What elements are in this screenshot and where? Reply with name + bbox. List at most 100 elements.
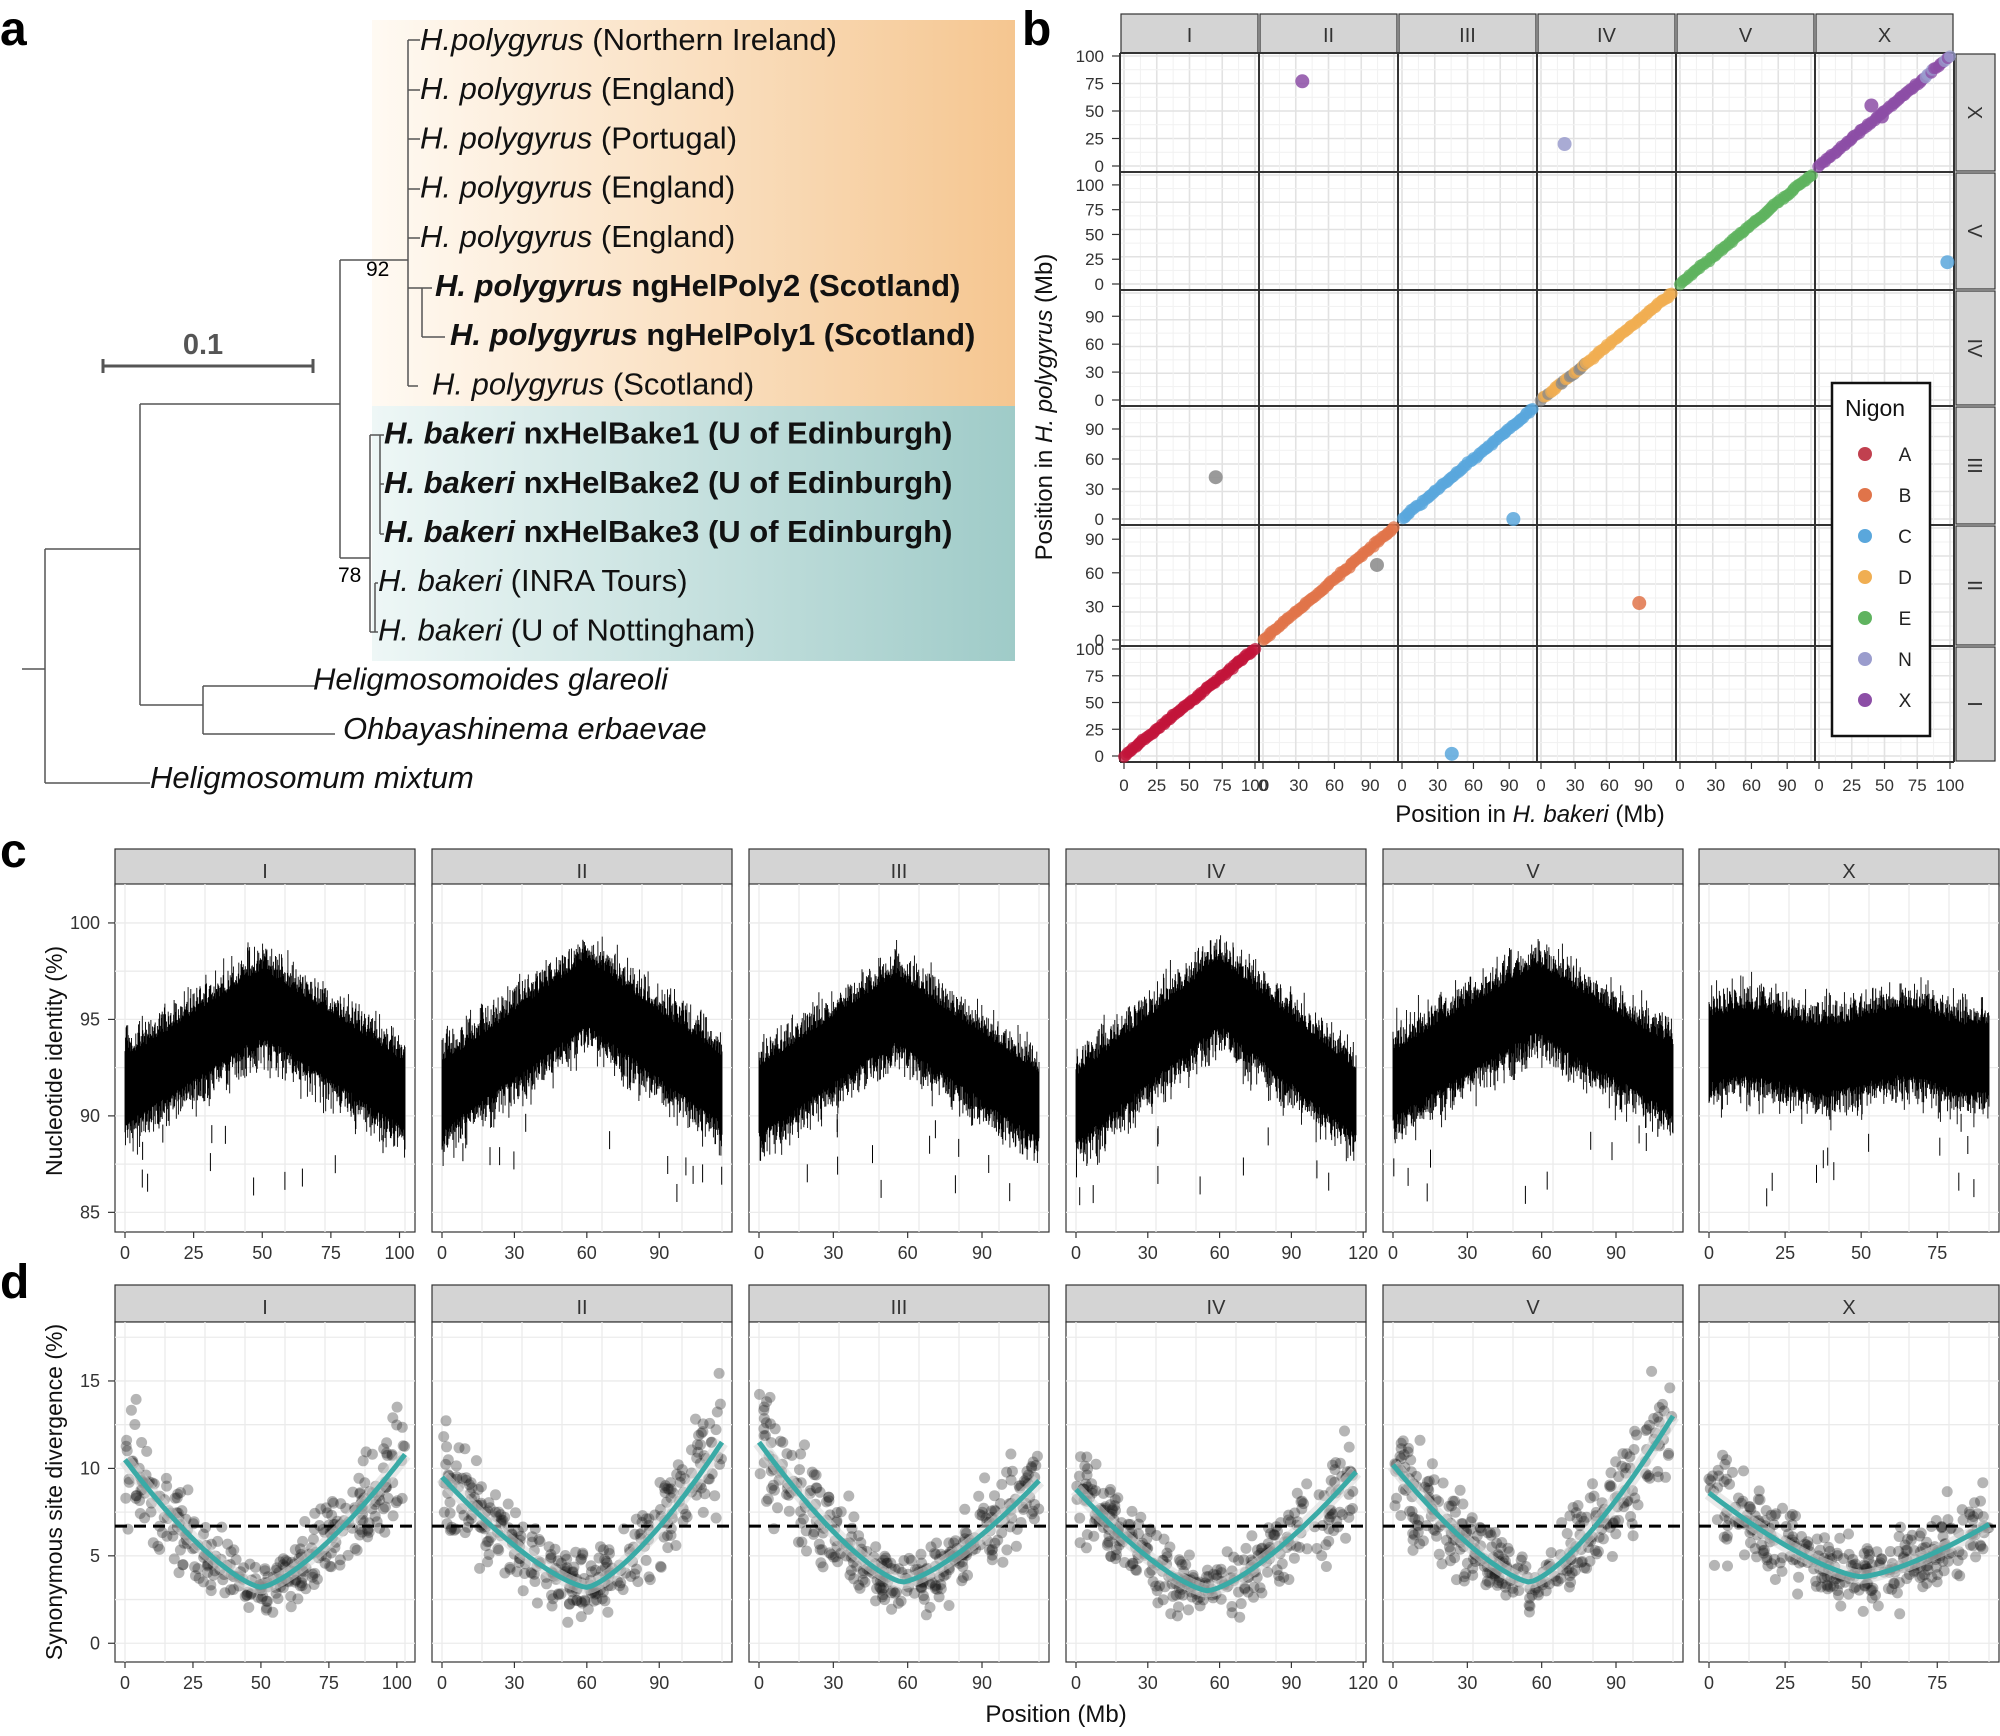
divergence-point	[938, 1570, 950, 1582]
divergence-point	[277, 1553, 289, 1565]
facet-strip-label: V	[1526, 861, 1540, 883]
divergence-point	[1893, 1531, 1905, 1542]
y-axis-title: Position in H. polygyrus (Mb)	[1031, 254, 1058, 561]
divergence-point	[1201, 1571, 1213, 1583]
divergence-facet	[749, 1322, 1049, 1662]
divergence-point	[637, 1510, 649, 1522]
divergence-point	[356, 1526, 368, 1538]
divergence-point	[1344, 1504, 1356, 1516]
y-tick-label: 100	[1076, 640, 1104, 659]
divergence-point	[188, 1516, 200, 1528]
divergence-point	[1414, 1538, 1426, 1550]
divergence-point	[880, 1552, 892, 1564]
panel-grid	[1676, 290, 1815, 406]
divergence-point	[1902, 1533, 1914, 1545]
divergence-point	[262, 1595, 273, 1607]
divergence-point	[285, 1590, 297, 1602]
divergence-point	[1591, 1548, 1603, 1560]
divergence-point	[1922, 1564, 1934, 1576]
outlier-point	[1506, 512, 1521, 526]
divergence-point	[545, 1552, 557, 1564]
divergence-point	[1082, 1463, 1094, 1475]
x-tick-label: 90	[972, 1243, 992, 1263]
facet-strip-label: I	[1187, 25, 1193, 47]
divergence-point	[357, 1455, 369, 1467]
identity-trace	[758, 940, 1040, 1163]
divergence-point	[1575, 1511, 1587, 1523]
divergence-point	[299, 1516, 311, 1527]
divergence-point	[1026, 1460, 1038, 1472]
identity-facet	[1699, 884, 1999, 1232]
divergence-point	[324, 1560, 336, 1572]
divergence-point	[171, 1492, 183, 1504]
divergence-point	[1226, 1607, 1238, 1619]
divergence-point	[1027, 1456, 1039, 1468]
divergence-point	[1496, 1537, 1508, 1548]
y-tick-label: 0	[1095, 391, 1104, 410]
divergence-point	[664, 1477, 676, 1489]
divergence-point	[1866, 1584, 1878, 1596]
divergence-point	[1288, 1552, 1300, 1564]
divergence-point	[1937, 1531, 1949, 1543]
divergence-point	[1402, 1442, 1414, 1454]
y-tick-label: 0	[1095, 275, 1104, 294]
divergence-point	[1325, 1475, 1337, 1486]
divergence-point	[926, 1577, 938, 1589]
divergence-point	[680, 1508, 692, 1520]
legend-label: D	[1898, 568, 1912, 589]
divergence-point	[943, 1537, 955, 1549]
divergence-point	[1967, 1540, 1979, 1552]
divergence-point	[1956, 1504, 1968, 1516]
legend-label: X	[1899, 691, 1912, 712]
divergence-point	[125, 1404, 137, 1416]
identity-facet	[1066, 884, 1366, 1232]
divergence-point	[1339, 1425, 1350, 1437]
x-tick-label: 75	[319, 1673, 339, 1693]
divergence-point	[918, 1593, 930, 1605]
divergence-point	[463, 1479, 475, 1491]
divergence-point	[261, 1602, 273, 1614]
divergence-point	[531, 1597, 543, 1609]
divergence-point	[1029, 1499, 1041, 1510]
divergence-point	[1465, 1516, 1477, 1528]
facet-strip	[431, 848, 733, 887]
facet-strip-label: I	[262, 861, 268, 883]
divergence-point	[577, 1547, 589, 1559]
divergence-point	[1930, 1515, 1942, 1526]
divergence-point	[1532, 1586, 1544, 1598]
taxon-label: H. polygyrus ngHelPoly1 (Scotland)	[450, 317, 975, 352]
divergence-point	[307, 1533, 319, 1545]
divergence-point	[1575, 1556, 1587, 1568]
x-tick-label: 60	[1600, 776, 1619, 795]
divergence-point	[1831, 1547, 1843, 1559]
divergence-point	[786, 1449, 798, 1461]
divergence-point	[887, 1585, 899, 1597]
divergence-point	[1461, 1557, 1473, 1569]
legend-label: A	[1899, 445, 1912, 466]
divergence-point	[459, 1443, 471, 1455]
divergence-point	[460, 1474, 472, 1486]
x-tick-label: 30	[1138, 1673, 1158, 1693]
divergence-point	[1587, 1478, 1598, 1490]
divergence-point	[643, 1571, 655, 1583]
divergence-point	[482, 1556, 494, 1568]
divergence-point	[615, 1577, 627, 1589]
divergence-point	[835, 1506, 847, 1518]
divergence-point	[1899, 1539, 1911, 1551]
divergence-point	[1919, 1569, 1930, 1581]
divergence-point	[1524, 1592, 1536, 1604]
divergence-point	[546, 1600, 558, 1612]
dotplot-point	[1249, 643, 1262, 655]
divergence-point	[1207, 1568, 1219, 1580]
divergence-point	[814, 1486, 826, 1498]
divergence-point	[1564, 1510, 1576, 1522]
divergence-point	[1545, 1547, 1557, 1559]
divergence-point	[1866, 1592, 1878, 1604]
panel-grid	[1398, 172, 1537, 290]
divergence-point	[1423, 1475, 1435, 1487]
divergence-point	[1569, 1565, 1581, 1576]
divergence-point	[1431, 1530, 1443, 1542]
divergence-point	[879, 1550, 891, 1562]
divergence-point	[342, 1549, 354, 1561]
facet-strip-label: V	[1526, 1297, 1540, 1319]
